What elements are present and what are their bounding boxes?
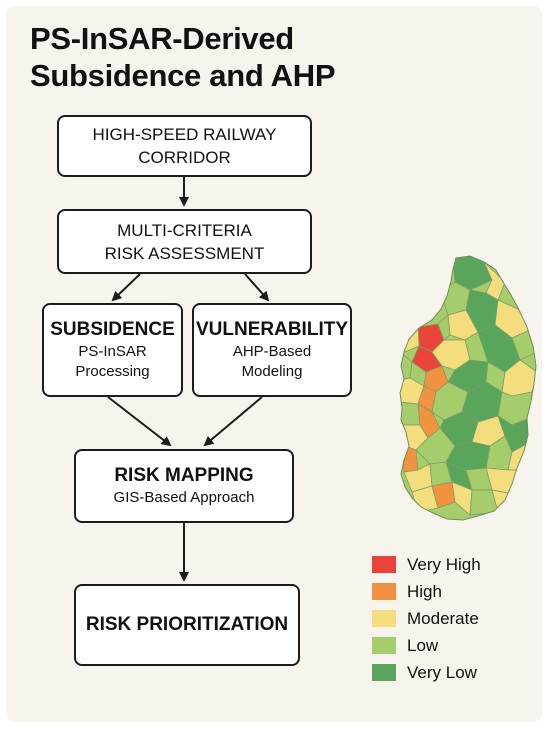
mapping-sub: GIS-Based Approach xyxy=(113,489,255,506)
title-line-1: PS-InSAR-Derived xyxy=(30,21,294,56)
map-region xyxy=(437,314,451,341)
corridor-line-1: HIGH-SPEED RAILWAY xyxy=(92,125,277,144)
assessment-line-1: MULTI-CRITERIA xyxy=(117,220,252,240)
assessment-box: MULTI-CRITERIA RISK ASSESSMENT xyxy=(57,209,312,274)
legend-label: Moderate xyxy=(407,608,479,628)
legend-label: Very High xyxy=(407,554,481,574)
vulnerability-line-2: Modeling xyxy=(241,363,303,380)
vulnerability-box: VULNERABILITY AHP-Based Modeling xyxy=(192,303,352,397)
subsidence-box: SUBSIDENCE PS-InSAR Processing xyxy=(42,303,183,397)
map-region xyxy=(451,256,493,291)
arrow-subsidence-to-mapping xyxy=(107,396,172,447)
map-coastline xyxy=(399,255,537,521)
vulnerability-heading: VULNERABILITY xyxy=(196,319,348,340)
title-line-2: Subsidence and AHP xyxy=(30,58,336,93)
figure-title: PS-InSAR-Derived Subsidence and AHP xyxy=(30,20,336,94)
mapping-box: RISK MAPPING GIS-Based Approach xyxy=(74,449,294,523)
legend-swatch xyxy=(372,610,396,627)
map-region xyxy=(491,489,521,516)
assessment-line-2: RISK ASSESSMENT xyxy=(104,243,265,263)
legend-swatch xyxy=(372,664,396,681)
legend-label: Low xyxy=(407,635,439,655)
legend-item-very-low: Very Low xyxy=(372,659,481,686)
legend-item-moderate: Moderate xyxy=(372,605,481,632)
subsidence-line-1: PS-InSAR xyxy=(78,343,147,360)
prioritization-label: RISK PRIORITIZATION xyxy=(85,614,289,635)
subsidence-heading: SUBSIDENCE xyxy=(50,319,175,340)
arrow-assessment-to-vulnerability xyxy=(244,273,270,302)
legend-swatch xyxy=(372,637,396,654)
vulnerability-line-1: AHP-Based xyxy=(232,343,312,360)
prioritization-box: RISK PRIORITIZATION xyxy=(74,584,300,666)
legend-item-very-high: Very High xyxy=(372,551,481,578)
corridor-box: HIGH-SPEED RAILWAY CORRIDOR xyxy=(57,115,312,177)
legend-swatch xyxy=(372,556,396,573)
arrow-vulnerability-to-mapping xyxy=(203,396,263,447)
legend-item-low: Low xyxy=(372,632,481,659)
map-legend: Very High High Moderate Low Very Low xyxy=(372,551,481,686)
arrow-assessment-to-subsidence xyxy=(111,273,141,302)
corridor-line-2: CORRIDOR xyxy=(138,148,231,167)
subsidence-line-2: Processing xyxy=(75,363,150,380)
legend-label: Very Low xyxy=(407,662,477,682)
mapping-heading: RISK MAPPING xyxy=(114,465,254,486)
legend-label: High xyxy=(407,581,442,601)
map-regions xyxy=(400,256,536,516)
legend-item-high: High xyxy=(372,578,481,605)
legend-swatch xyxy=(372,583,396,600)
